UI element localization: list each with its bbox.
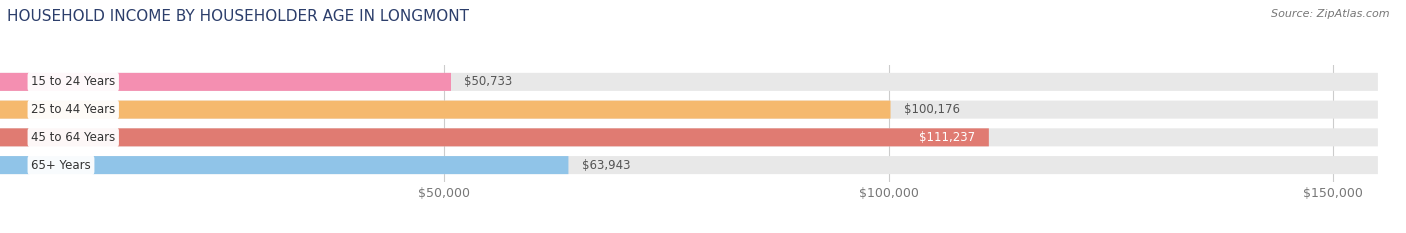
FancyBboxPatch shape <box>0 156 568 174</box>
Text: $100,176: $100,176 <box>904 103 960 116</box>
Text: $50,733: $50,733 <box>464 75 513 88</box>
FancyBboxPatch shape <box>0 101 890 119</box>
Text: $63,943: $63,943 <box>582 159 630 171</box>
Text: 45 to 64 Years: 45 to 64 Years <box>31 131 115 144</box>
FancyBboxPatch shape <box>0 156 1378 174</box>
FancyBboxPatch shape <box>0 73 1378 91</box>
Text: $111,237: $111,237 <box>920 131 976 144</box>
FancyBboxPatch shape <box>0 128 988 146</box>
FancyBboxPatch shape <box>0 101 1378 119</box>
FancyBboxPatch shape <box>0 128 1378 146</box>
Text: 65+ Years: 65+ Years <box>31 159 91 171</box>
FancyBboxPatch shape <box>0 73 451 91</box>
Text: HOUSEHOLD INCOME BY HOUSEHOLDER AGE IN LONGMONT: HOUSEHOLD INCOME BY HOUSEHOLDER AGE IN L… <box>7 9 470 24</box>
Text: 25 to 44 Years: 25 to 44 Years <box>31 103 115 116</box>
Text: Source: ZipAtlas.com: Source: ZipAtlas.com <box>1271 9 1389 19</box>
Text: 15 to 24 Years: 15 to 24 Years <box>31 75 115 88</box>
